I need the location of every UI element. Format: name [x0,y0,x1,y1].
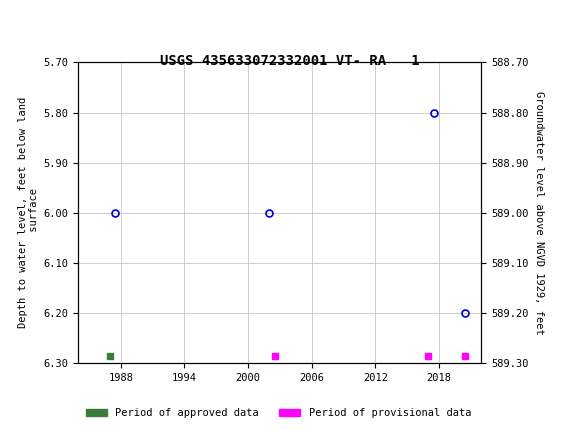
Y-axis label: Depth to water level, feet below land
 surface: Depth to water level, feet below land su… [18,97,39,329]
FancyBboxPatch shape [6,4,75,41]
Text: ≡USGS: ≡USGS [9,15,55,30]
Text: USGS 435633072332001 VT- RA   1: USGS 435633072332001 VT- RA 1 [160,54,420,68]
Legend: Period of approved data, Period of provisional data: Period of approved data, Period of provi… [82,404,475,423]
Y-axis label: Groundwater level above NGVD 1929, feet: Groundwater level above NGVD 1929, feet [534,91,544,335]
